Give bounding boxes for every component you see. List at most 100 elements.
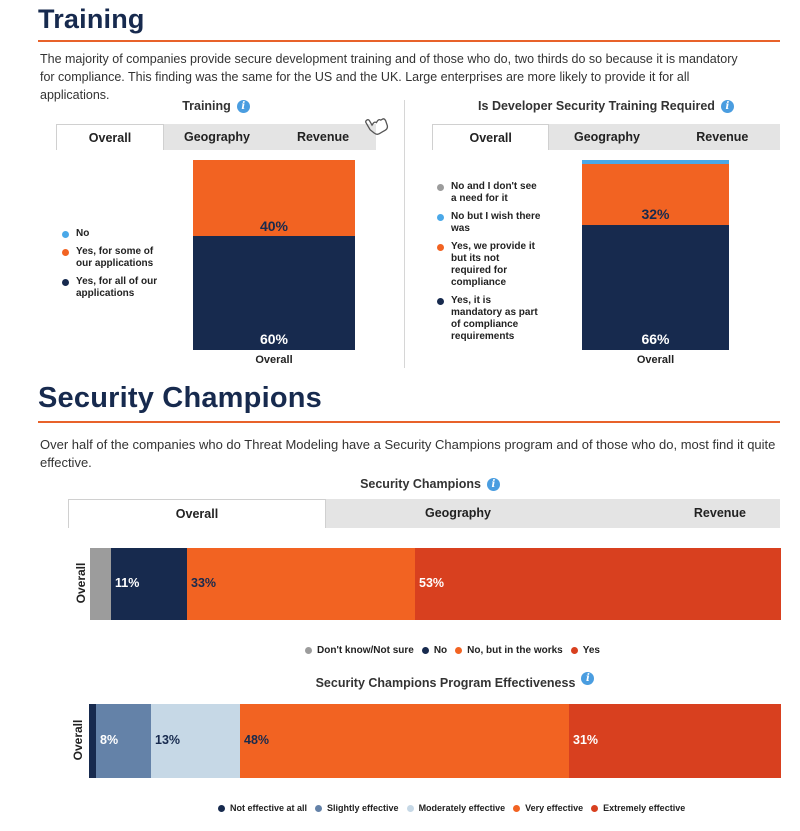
champions-chart-title: Security Champions i <box>300 477 560 492</box>
bar-segment <box>187 548 415 620</box>
data-label-40: 40% <box>259 218 289 234</box>
legend-label: Very effective <box>525 803 584 813</box>
legend-dot <box>437 244 444 251</box>
tab-overall[interactable]: Overall <box>56 124 164 150</box>
bar-segment <box>240 704 569 778</box>
legend-label: Yes, for some of our applications <box>76 246 154 269</box>
legend-label: Yes, we provide it but its not required … <box>451 241 535 288</box>
tab-revenue[interactable]: Revenue <box>693 506 746 520</box>
training-tabs: Overall Geography Revenue <box>56 124 376 150</box>
data-label: 11% <box>115 576 140 590</box>
data-label: 53% <box>419 576 445 590</box>
legend-item: Extremely effective <box>591 803 685 813</box>
legend-item: Yes, for all of our applications <box>62 276 172 300</box>
info-icon[interactable]: i <box>236 100 250 114</box>
bar-segment <box>90 548 111 620</box>
legend-item: Slightly effective <box>315 803 399 813</box>
legend-dot <box>437 214 444 221</box>
legend-dot <box>62 279 69 286</box>
legend-item: No <box>62 228 172 240</box>
legend-label: No <box>76 228 90 239</box>
data-label: 33% <box>191 576 217 590</box>
champions-heading: Security Champions <box>38 382 322 414</box>
tab-overall[interactable]: Overall <box>432 124 550 150</box>
data-label-60: 60% <box>259 331 289 347</box>
chart-divider <box>404 100 405 368</box>
legend-dot <box>421 647 429 654</box>
data-label: 48% <box>244 733 270 747</box>
legend-item: No and I don't see a need for it <box>437 181 542 205</box>
champions-bar: 11% 33% 53% <box>90 548 781 620</box>
legend-item: Yes <box>570 645 600 656</box>
training-heading: Training <box>38 4 145 34</box>
required-legend: No and I don't see a need for it No but … <box>437 181 542 349</box>
legend-label: Slightly effective <box>327 803 399 813</box>
data-label: 13% <box>155 733 181 747</box>
legend-label: Don't know/Not sure <box>317 645 414 656</box>
bar-segment-not-required <box>582 164 729 225</box>
champions-paragraph: Over half of the companies who do Threat… <box>40 437 776 470</box>
legend-label: No and I don't see a need for it <box>451 181 537 204</box>
training-heading-rule <box>38 40 780 42</box>
legend-dot <box>305 647 312 654</box>
legend-label: Yes <box>582 645 600 656</box>
required-chart-title-text: Is Developer Security Training Required <box>478 99 715 113</box>
legend-item: Moderately effective <box>406 803 506 813</box>
required-stacked-bar <box>582 160 729 350</box>
legend-dot <box>62 249 69 256</box>
info-icon[interactable]: i <box>486 478 500 492</box>
legend-dot <box>591 804 599 812</box>
y-axis-label: Overall <box>74 562 88 604</box>
legend-dot <box>437 298 444 305</box>
bar-segment <box>111 548 187 620</box>
legend-dot <box>62 231 69 238</box>
hand-pointer-icon <box>365 118 389 135</box>
legend-dot <box>455 647 463 654</box>
legend-item: Yes, we provide it but its not required … <box>437 241 542 289</box>
legend-label: Yes, it is mandatory as part of complian… <box>451 295 538 342</box>
legend-item: No, but in the works <box>455 645 563 656</box>
legend-item: Very effective <box>513 803 583 813</box>
effectiveness-bar: 8% 13% 48% 31% <box>89 704 781 778</box>
legend-dot <box>218 804 225 812</box>
tab-revenue[interactable]: Revenue <box>696 130 749 144</box>
x-tick-label: Overall <box>636 354 675 366</box>
legend-label: Extremely effective <box>603 803 686 813</box>
x-tick-label: Overall <box>255 354 293 366</box>
bar-segment <box>151 704 240 778</box>
data-label: 31% <box>573 733 599 747</box>
tab-overall[interactable]: Overall <box>68 499 326 528</box>
bar-segment-mandatory <box>582 225 729 350</box>
legend-dot <box>315 804 323 812</box>
bar-segment <box>96 704 151 778</box>
training-paragraph: The majority of companies provide secure… <box>40 52 738 102</box>
tab-geography[interactable]: Geography <box>184 130 250 144</box>
legend-label: No <box>433 645 448 656</box>
info-icon[interactable]: i <box>581 672 595 685</box>
required-chart-title: Is Developer Security Training Required i <box>432 99 780 114</box>
tab-geography[interactable]: Geography <box>573 130 640 144</box>
training-stacked-bar <box>193 160 355 350</box>
y-axis-label: Overall <box>71 719 85 761</box>
legend-dot <box>437 184 444 191</box>
champions-legend: Don't know/Not sure No No, but in the wo… <box>305 645 608 656</box>
legend-item: No <box>421 645 448 656</box>
tab-revenue[interactable]: Revenue <box>296 130 350 144</box>
legend-dot <box>570 647 578 654</box>
effectiveness-chart-title-text: Security Champions Program Effectiveness <box>315 676 576 690</box>
legend-label: Moderately effective <box>418 803 506 813</box>
legend-dot <box>513 804 521 812</box>
legend-item: Don't know/Not sure <box>305 645 414 656</box>
tab-geography[interactable]: Geography <box>425 506 491 520</box>
effectiveness-legend: Not effective at all Slightly effective … <box>218 803 693 813</box>
legend-label: No, but in the works <box>467 645 563 656</box>
legend-dot <box>406 804 414 812</box>
training-chart-title: Training i <box>56 99 376 114</box>
bar-segment <box>89 704 96 778</box>
info-icon[interactable]: i <box>720 100 734 114</box>
legend-label: Not effective at all <box>230 803 308 813</box>
legend-item: No but I wish there was <box>437 211 542 235</box>
champions-heading-rule <box>38 421 780 423</box>
bar-segment-yes-all <box>193 236 355 350</box>
legend-label: No but I wish there was <box>451 211 541 234</box>
